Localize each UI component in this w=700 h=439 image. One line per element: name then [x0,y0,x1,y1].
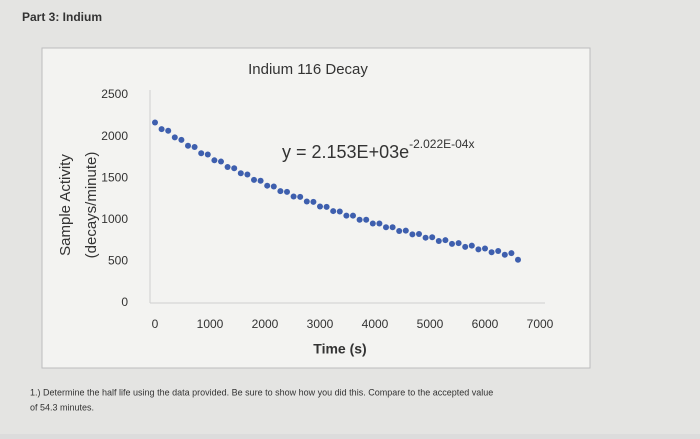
x-tick-label: 4000 [362,317,389,331]
data-point [244,171,251,178]
data-point [383,224,389,231]
chart-frame [41,47,591,369]
data-point [158,126,165,133]
y-axis-label: Sample Activity [57,154,74,256]
data-point [356,216,363,223]
data-point [224,163,231,170]
x-tick-label: 1000 [197,317,224,331]
data-point [455,240,462,247]
data-point [482,245,488,252]
data-point [416,230,422,237]
data-point [336,208,343,215]
x-tick-label: 6000 [472,317,499,331]
data-point [350,212,356,219]
data-point [317,203,323,210]
data-point [515,256,521,263]
data-point [152,119,158,126]
x-tick-label: 5000 [417,317,444,331]
data-point [290,193,297,200]
data-point [204,151,211,158]
y-tick-label: 2000 [101,129,128,143]
trendline-equation: y = 2.153E+03e-2.022E-04x [282,137,474,162]
data-point [297,193,304,200]
data-point [468,242,475,249]
data-point [402,227,409,234]
data-point [422,234,429,241]
data-point [257,177,264,184]
data-point [218,158,224,165]
data-point [303,198,310,205]
data-point [270,183,277,190]
data-point [284,188,290,195]
data-point [409,231,416,238]
y-tick-label: 0 [121,295,128,309]
equation-exponent: -2.022E-04x [409,137,474,151]
question-text: 1.) Determine the half life using the da… [30,387,493,397]
y-axis-label: (decays/minute) [83,152,100,259]
data-point [508,250,515,257]
data-point [237,170,244,177]
data-point [442,237,449,244]
data-point [323,203,330,210]
equation-base: y = 2.153E+03e [282,142,409,162]
data-point [376,220,383,227]
data-point [191,144,198,150]
data-point [495,248,502,254]
x-axis-label: Time (s) [313,341,366,357]
data-point [369,220,376,227]
data-point [251,176,257,183]
data-point [178,136,185,143]
data-point [231,165,238,172]
data-point [185,142,191,149]
data-point [264,182,271,189]
x-tick-label: 3000 [307,317,334,331]
section-header: Part 3: Indium [22,10,102,24]
chart-title: Indium 116 Decay [248,61,368,78]
data-point [277,188,284,195]
data-point [475,246,482,253]
data-point [310,198,317,205]
data-point [429,234,436,241]
question-text: of 54.3 minutes. [30,402,94,412]
y-tick-label: 500 [108,254,128,268]
x-tick-label: 0 [152,317,159,331]
data-point [330,208,337,215]
data-point [462,243,469,250]
data-point [488,249,495,256]
data-point [363,216,370,223]
data-point [171,134,178,141]
y-tick-label: 2500 [101,87,128,101]
data-point [501,251,508,258]
y-tick-label: 1500 [101,170,128,184]
data-point [211,157,218,164]
data-point [165,127,172,134]
data-point [396,228,403,235]
data-point [449,240,455,247]
data-point [198,150,205,157]
data-point [435,238,442,245]
y-tick-label: 1000 [101,212,128,226]
x-tick-label: 2000 [252,317,279,331]
x-tick-label: 7000 [527,317,554,331]
data-point [389,224,396,231]
data-point [343,212,350,219]
